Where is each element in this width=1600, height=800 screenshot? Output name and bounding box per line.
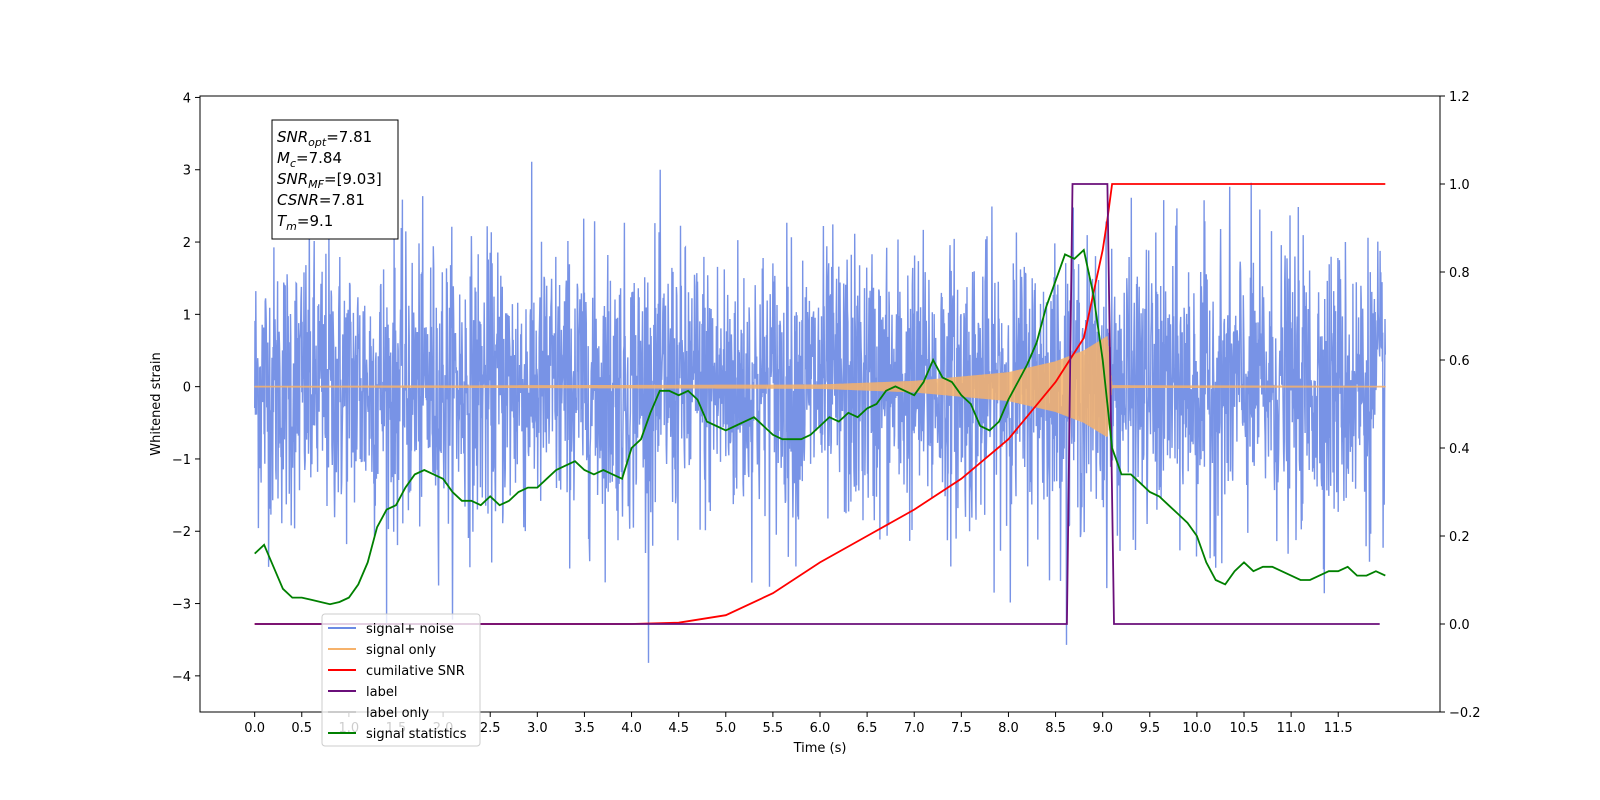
y2-tick-label: 0.0 — [1449, 618, 1470, 633]
y2-tick-label: 0.6 — [1449, 354, 1470, 369]
x-tick-label: 0.0 — [244, 721, 265, 736]
y-tick-label: 0 — [183, 381, 191, 396]
x-tick-label: 7.0 — [904, 721, 925, 736]
stats-box-frame — [271, 119, 399, 240]
y-tick-label: −4 — [172, 670, 191, 685]
x-tick-label: 6.5 — [857, 721, 878, 736]
legend-label: signal+ noise — [366, 622, 454, 637]
x-tick-label: 3.5 — [574, 721, 595, 736]
y2-tick-label: 0.4 — [1449, 442, 1470, 457]
y2-tick-label: 1.0 — [1449, 178, 1470, 193]
legend-label: cumilative SNR — [366, 664, 465, 679]
series-signal-only — [254, 336, 1386, 438]
x-tick-label: 3.0 — [527, 721, 548, 736]
y-tick-label: 2 — [183, 236, 191, 251]
y-tick-label: −3 — [172, 598, 191, 613]
y-axis: 4 3 2 1 0 −1 −2 −3 −4 — [172, 91, 200, 685]
x-tick-label: 8.0 — [998, 721, 1019, 736]
legend: signal+ noise signal only cumilative SNR la… — [321, 613, 481, 747]
legend-label: signal only — [366, 643, 436, 658]
y-tick-label: 3 — [183, 164, 191, 179]
x-tick-label: 5.0 — [715, 721, 736, 736]
y2-tick-label: 0.2 — [1449, 530, 1470, 545]
legend-label: label only — [366, 706, 429, 721]
x-tick-label: 4.5 — [668, 721, 689, 736]
stat-line: SNRMF=[9.03] — [277, 170, 382, 191]
y2-tick-label: −0.2 — [1449, 706, 1481, 721]
y-tick-label: −1 — [172, 453, 191, 468]
stat-line: SNRopt=7.81 — [277, 128, 372, 149]
x-tick-label: 2.5 — [480, 721, 501, 736]
x-tick-label: 7.5 — [951, 721, 972, 736]
x-tick-label: 11.0 — [1277, 721, 1306, 736]
x-tick-label: 0.5 — [291, 721, 312, 736]
y-tick-label: 1 — [183, 308, 191, 323]
y2-tick-label: 0.8 — [1449, 266, 1470, 281]
x-tick-label: 9.0 — [1092, 721, 1113, 736]
x-tick-label: 11.5 — [1324, 721, 1353, 736]
stat-line: Tm=9.1 — [277, 212, 333, 233]
x-tick-label: 10.0 — [1182, 721, 1211, 736]
legend-frame — [321, 613, 481, 747]
x-tick-label: 9.5 — [1139, 721, 1160, 736]
y2-tick-label: 1.2 — [1449, 90, 1470, 105]
y-tick-label: 4 — [183, 91, 191, 106]
x-tick-label: 8.5 — [1045, 721, 1066, 736]
y-tick-label: −2 — [172, 525, 191, 540]
stat-line: CSNR=7.81 — [277, 191, 365, 209]
series-label — [254, 183, 1380, 625]
series-signal-statistics — [254, 248, 1386, 606]
series-signal-plus-noise — [254, 161, 1386, 663]
legend-label: label — [366, 685, 397, 700]
x-tick-label: 10.5 — [1230, 721, 1259, 736]
y2-axis: 1.2 1.0 0.8 0.6 0.4 0.2 0.0 −0.2 — [1440, 90, 1481, 721]
legend-label: signal statistics — [366, 727, 467, 742]
stat-line: Mc=7.84 — [277, 149, 342, 170]
x-tick-label: 5.5 — [763, 721, 784, 736]
series-cumilative-snr — [254, 183, 1386, 625]
x-tick-label: 4.0 — [621, 721, 642, 736]
x-tick-label: 6.0 — [810, 721, 831, 736]
y-axis-label: Whitened strain — [149, 352, 164, 455]
series-layer — [254, 161, 1386, 663]
x-axis-label: Time (s) — [793, 741, 847, 756]
